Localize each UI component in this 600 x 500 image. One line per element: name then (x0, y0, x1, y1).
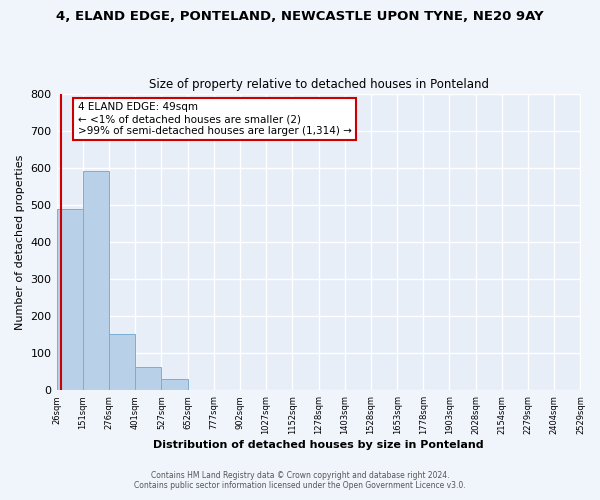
Bar (83, 170, 109, 390)
Text: 4 ELAND EDGE: 49sqm
← <1% of detached houses are smaller (2)
>99% of semi-detach: 4 ELAND EDGE: 49sqm ← <1% of detached ho… (77, 102, 352, 136)
Bar (161, 379, 188, 390)
Text: 4, ELAND EDGE, PONTELAND, NEWCASTLE UPON TYNE, NE20 9AY: 4, ELAND EDGE, PONTELAND, NEWCASTLE UPON… (56, 10, 544, 23)
Title: Size of property relative to detached houses in Ponteland: Size of property relative to detached ho… (149, 78, 488, 91)
Bar (135, 368, 161, 390)
Text: Contains HM Land Registry data © Crown copyright and database right 2024.
Contai: Contains HM Land Registry data © Crown c… (134, 470, 466, 490)
X-axis label: Distribution of detached houses by size in Ponteland: Distribution of detached houses by size … (153, 440, 484, 450)
Bar (109, 334, 135, 390)
Y-axis label: Number of detached properties: Number of detached properties (15, 154, 25, 330)
Bar (56, 208, 83, 390)
